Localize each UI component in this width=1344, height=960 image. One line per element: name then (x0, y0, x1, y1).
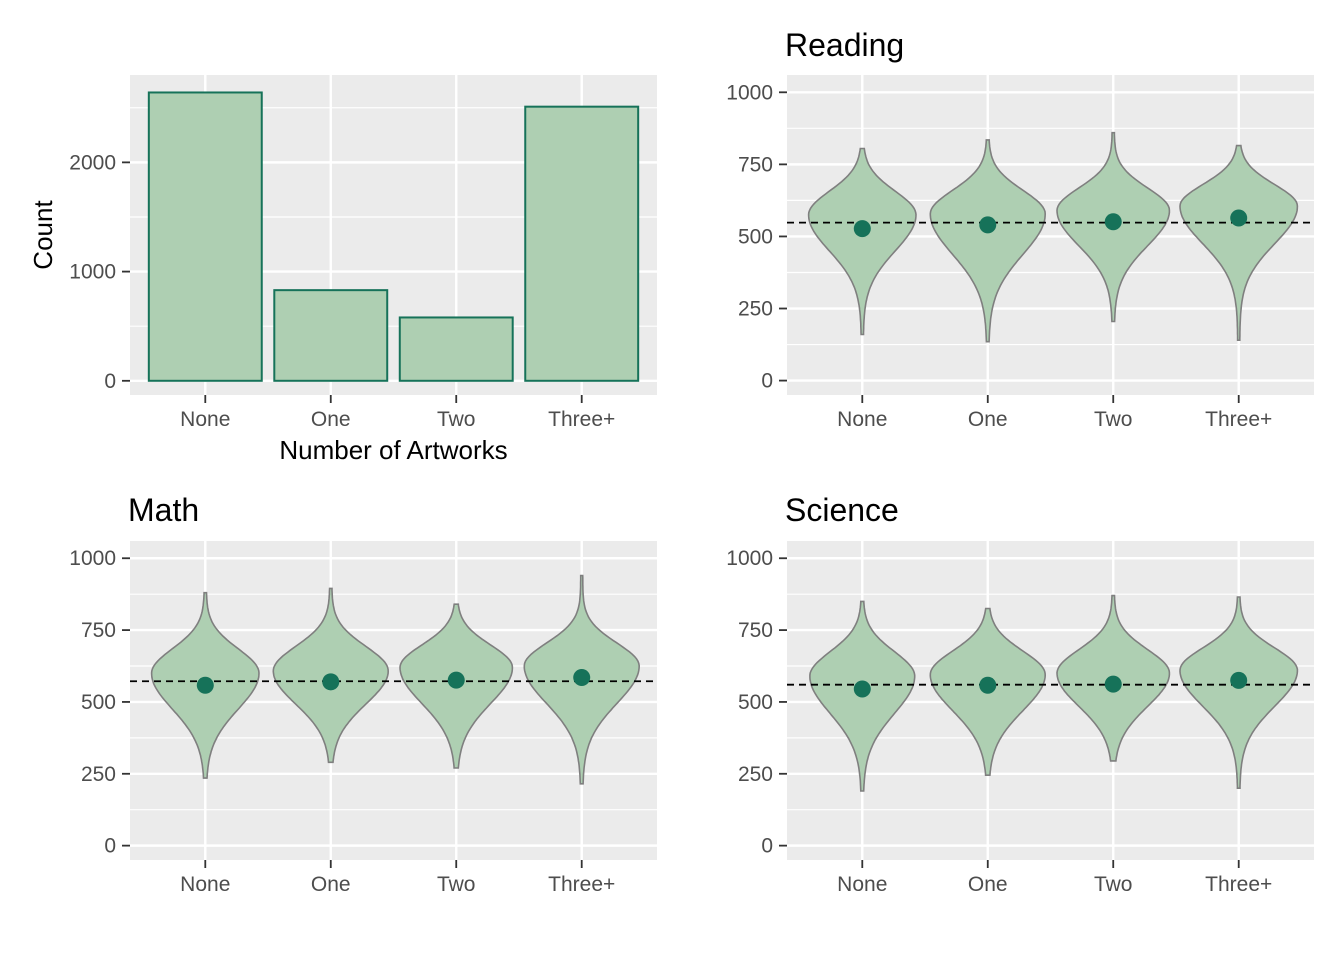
x-tick-label: One (311, 408, 351, 431)
mean-point-none (853, 220, 871, 238)
y-tick-label: 0 (761, 835, 773, 858)
x-tick-label: None (180, 873, 230, 896)
mean-point-none (853, 680, 871, 698)
x-tick-label: Two (1094, 873, 1133, 896)
y-tick-label: 1000 (69, 547, 116, 570)
violin-none (807, 147, 917, 336)
mean-point-two (1104, 675, 1122, 693)
mean-point-two (1104, 213, 1122, 231)
y-tick-label: 1000 (69, 261, 116, 284)
x-tick-label: Three+ (1205, 408, 1272, 431)
bar-one (273, 289, 389, 382)
y-tick-label: 1000 (726, 81, 773, 104)
x-tick-label: Three+ (548, 408, 615, 431)
violin-three-plus (1179, 596, 1299, 789)
mean-point-one (979, 676, 997, 694)
panel-math: 0 250 500 750 1000 None One Two Three+ Math (69, 492, 657, 896)
panel-counts: 0 1000 2000 None One Two Three+ Number of Artwo… (28, 75, 657, 465)
y-tick-label: 250 (81, 763, 116, 786)
mean-point-three-plus (573, 669, 591, 687)
y-tick-label: 750 (81, 619, 116, 642)
y-tick-label: 250 (738, 298, 773, 321)
mean-point-none (196, 676, 214, 694)
mean-point-three-plus (1230, 209, 1248, 227)
bar-three-plus (524, 105, 640, 382)
panel-title: Science (785, 492, 899, 528)
x-tick-label: None (837, 873, 887, 896)
y-tick-label: 500 (81, 691, 116, 714)
violin-one (929, 139, 1047, 343)
panel-science: 0 250 500 750 1000 None One Two Three+ Science (726, 492, 1314, 896)
y-tick-label: 0 (761, 370, 773, 393)
mean-point-one (979, 216, 997, 234)
y-tick-label: 500 (738, 225, 773, 248)
x-tick-label: None (837, 408, 887, 431)
x-tick-label: One (968, 873, 1008, 896)
x-tick-label: Three+ (1205, 873, 1272, 896)
y-tick-label: 750 (738, 153, 773, 176)
y-axis-title: Count (28, 200, 58, 270)
bar-two (398, 316, 514, 382)
panel-title: Reading (785, 27, 904, 63)
mean-point-three-plus (1230, 671, 1248, 689)
mean-point-two (447, 671, 465, 689)
x-tick-label: Three+ (548, 873, 615, 896)
y-tick-label: 750 (738, 619, 773, 642)
y-tick-label: 0 (104, 835, 116, 858)
x-tick-label: One (968, 408, 1008, 431)
panel-reading: 0 250 500 750 1000 None One Two Three+ Reading (726, 27, 1314, 431)
x-tick-label: Two (1094, 408, 1133, 431)
panel-title: Math (128, 492, 199, 528)
x-axis-title: Number of Artworks (279, 435, 507, 465)
x-tick-label: Two (437, 408, 476, 431)
x-tick-label: Two (437, 873, 476, 896)
y-tick-label: 250 (738, 763, 773, 786)
bar-none (147, 91, 263, 382)
y-tick-label: 2000 (69, 151, 116, 174)
x-tick-label: None (180, 408, 230, 431)
y-tick-label: 0 (104, 370, 116, 393)
x-tick-label: One (311, 873, 351, 896)
mean-point-one (322, 673, 340, 691)
y-tick-label: 1000 (726, 547, 773, 570)
y-tick-label: 500 (738, 691, 773, 714)
violin-three-plus (1179, 144, 1299, 341)
